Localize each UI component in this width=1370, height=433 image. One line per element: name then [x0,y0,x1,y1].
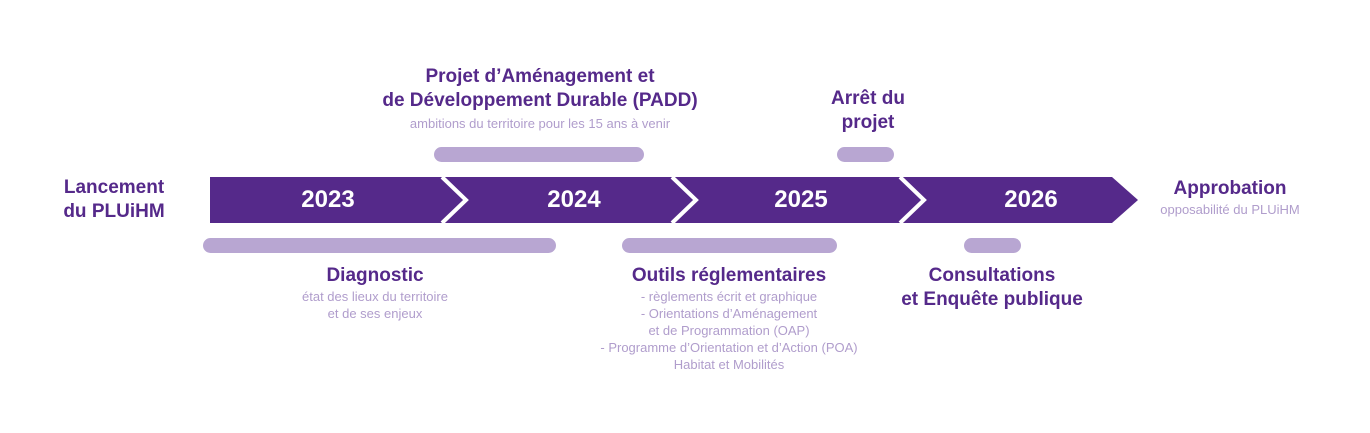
padd-line1: Projet d’Aménagement et [425,66,655,87]
consultations-duration-bar [964,238,1021,253]
diagnostic-sub2: et de ses enjeux [327,306,423,321]
arret-duration-bar [837,147,894,162]
diagnostic-phase: Diagnostic état des lieux du territoire … [245,264,505,322]
year-2025: 2025 [774,186,828,213]
start-milestone: Lancement du PLUiHM [44,176,184,224]
outils-line: Habitat et Mobilités [673,357,785,372]
arret-line1: Arrêt du [831,88,905,109]
outils-line: - règlements écrit et graphique [640,289,818,304]
end-milestone: Approbation opposabilité du PLUiHM [1140,177,1320,218]
arret-milestone: Arrêt du projet [808,87,928,135]
year-2026: 2026 [1004,186,1058,213]
outils-title: Outils réglementaires [631,265,827,286]
diagnostic-title: Diagnostic [326,265,424,286]
year-2024: 2024 [547,186,601,213]
chevron-separator-3 [898,175,927,225]
timeline-arrow [210,177,1138,223]
outils-duration-bar [622,238,837,253]
diagnostic-sub1: état des lieux du territoire [302,289,448,304]
consultations-phase: Consultations et Enquête publique [882,264,1102,312]
arret-line2: projet [841,112,895,133]
outils-line: - Orientations d’Aménagement [640,306,818,321]
padd-line2: de Développement Durable (PADD) [382,90,698,111]
consultations-line2: et Enquête publique [901,289,1083,310]
year-2023: 2023 [301,186,355,213]
chevron-separator-1 [440,175,469,225]
end-title: Approbation [1173,178,1287,199]
start-line2: du PLUiHM [63,201,165,222]
padd-duration-bar [434,147,644,162]
start-line1: Lancement [63,177,165,198]
diagnostic-duration-bar [203,238,556,253]
padd-subtitle: ambitions du territoire pour les 15 ans … [409,116,671,131]
padd-phase: Projet d’Aménagement et de Développement… [330,65,750,132]
chevron-separator-2 [670,175,699,225]
outils-line: et de Programmation (OAP) [648,323,810,338]
outils-phase: Outils réglementaires - règlements écrit… [559,264,899,373]
outils-line: - Programme d’Orientation et d’Action (P… [600,340,858,355]
consultations-line1: Consultations [928,265,1056,286]
end-subtitle: opposabilité du PLUiHM [1160,202,1300,217]
